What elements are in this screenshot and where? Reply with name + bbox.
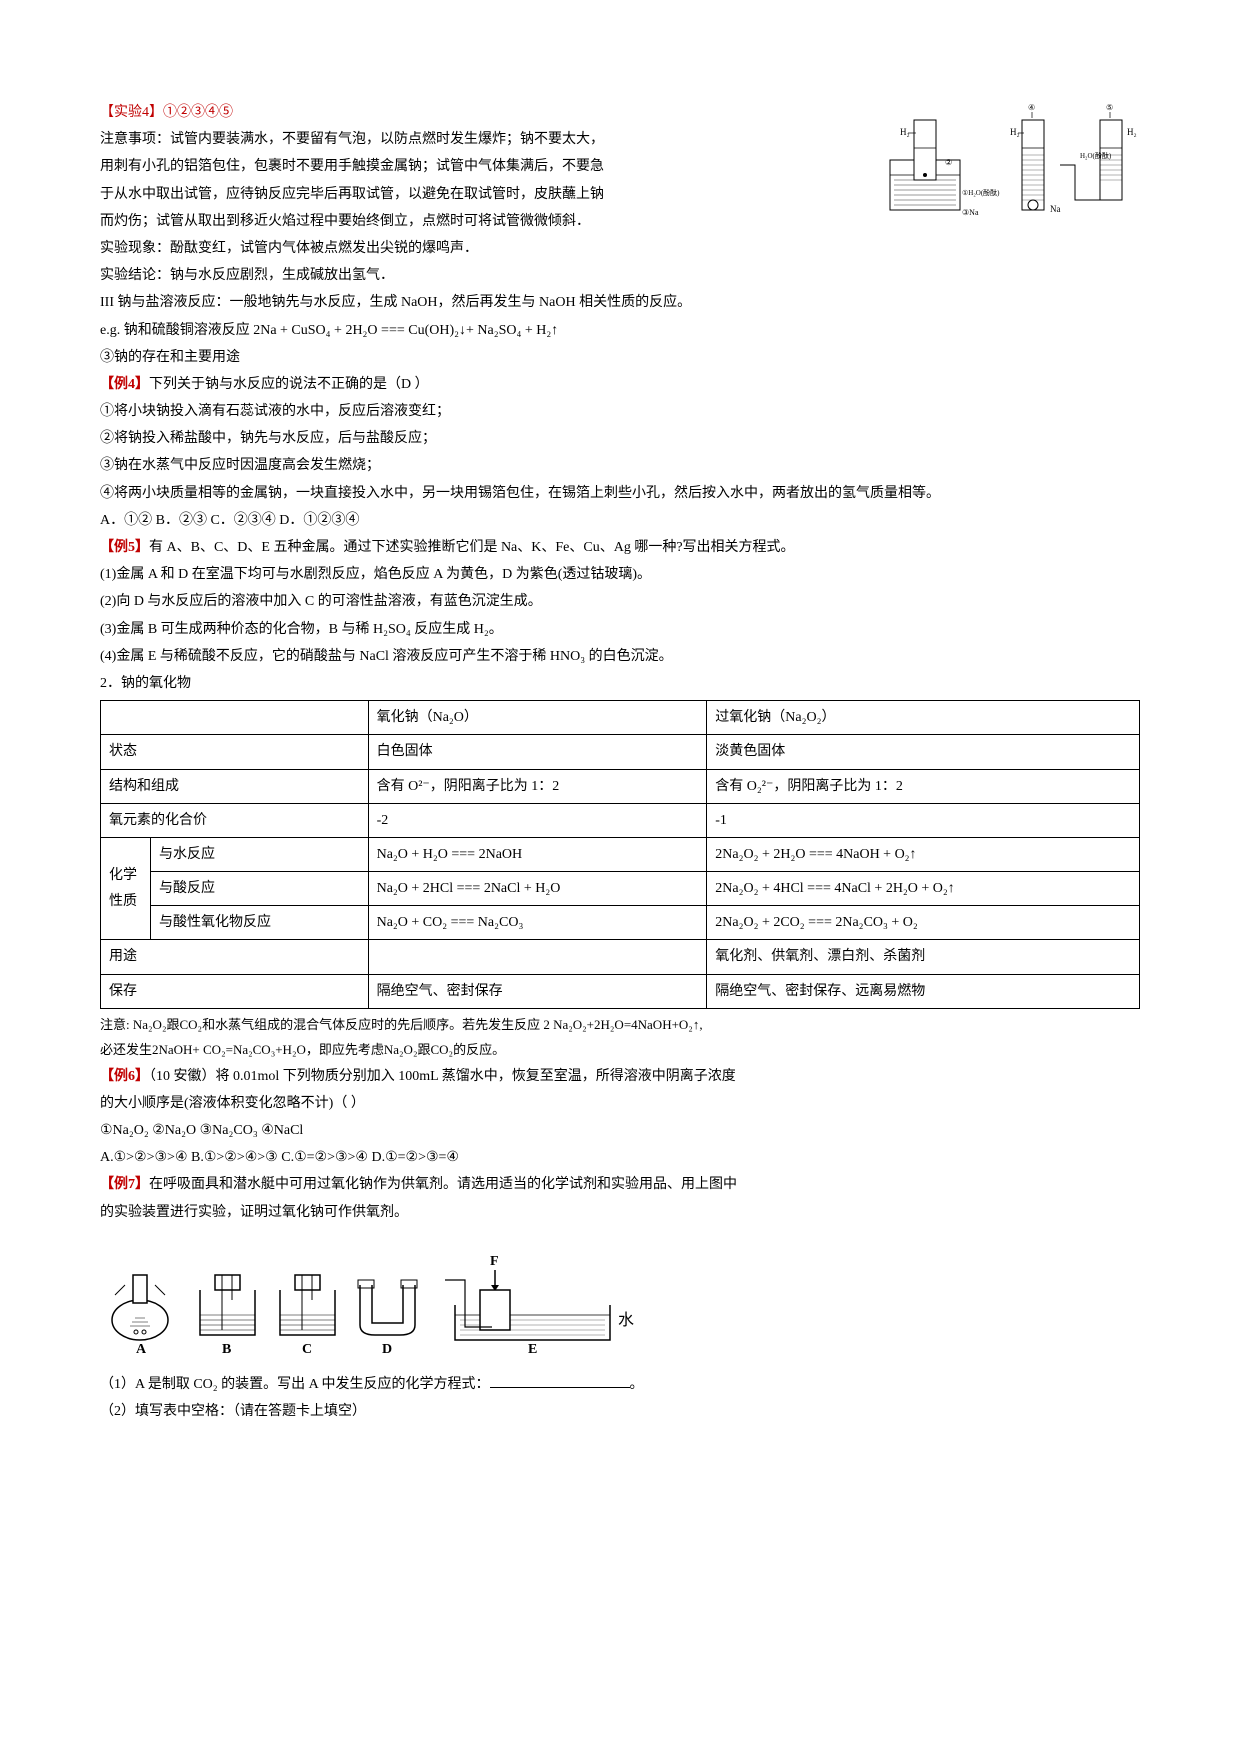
- ex6-choices: A.①>②>③>④ B.①>②>④>③ C.①=②>③>④ D.①=②>③=④: [100, 1145, 1140, 1170]
- th0: [101, 701, 369, 735]
- diag-water-label: 水: [618, 1311, 634, 1329]
- footnote-p1: 注意: Na₂O₂跟CO₂和水蒸气组成的混合气体反应时的先后顺序。若先发生反应 …: [100, 1013, 1140, 1036]
- ex6-stem1: （10 安徽）将 0.01mol 下列物质分别加入 100mL 蒸馏水中，恢复至…: [149, 1069, 736, 1084]
- ex7-q1: （1）A 是制取 CO₂ 的装置。写出 A 中发生反应的化学方程式： 。: [100, 1372, 1140, 1397]
- r4c0b: 与水反应: [151, 837, 369, 871]
- r5c2: 2Na₂O₂ + 4HCl === 4NaCl + 2H₂O + O₂↑: [707, 872, 1140, 906]
- h2-label-3: H₂: [1127, 127, 1137, 137]
- sodium-oxide-table: 氧化钠（Na₂O） 过氧化钠（Na₂O₂） 状态 白色固体 淡黄色固体 结构和组…: [100, 700, 1140, 1009]
- r2c0: 结构和组成: [101, 769, 369, 803]
- r1c0: 状态: [101, 735, 369, 769]
- sec2-title: 2．钠的氧化物: [100, 671, 1140, 696]
- r8c1: 隔绝空气、密封保存: [368, 974, 707, 1008]
- h2-label-2: H₂: [1010, 127, 1020, 137]
- r7c2: 氧化剂、供氧剂、漂白剂、杀菌剂: [707, 940, 1140, 974]
- exp4-item3: ③钠的存在和主要用途: [100, 345, 1140, 370]
- ex6-line1: 【例6】（10 安徽）将 0.01mol 下列物质分别加入 100mL 蒸馏水中…: [100, 1064, 1140, 1089]
- ex5-title: 【例5】: [100, 540, 149, 555]
- r7c1: [368, 940, 707, 974]
- exp4-conclusion: 实验结论：钠与水反应剧烈，生成碱放出氢气．: [100, 263, 1140, 288]
- ex6-opts: ①Na₂O₂ ②Na₂O ③Na₂CO₃ ④NaCl: [100, 1118, 1140, 1143]
- h2o-drops-label: H₂O(酚酞): [1080, 151, 1112, 160]
- exp4-iii: III 钠与盐溶液反应：一般地钠先与水反应，生成 NaOH，然后再发生与 NaO…: [100, 290, 1140, 315]
- ex5-l4: (4)金属 E 与稀硫酸不反应，它的硝酸盐与 NaCl 溶液反应可产生不溶于稀 …: [100, 644, 1140, 669]
- r7c0: 用途: [101, 940, 369, 974]
- circle-4-label: ④: [1028, 103, 1035, 112]
- diag-b-label: B: [222, 1342, 231, 1355]
- r8c0: 保存: [101, 974, 369, 1008]
- ex4-opt2: ②将钠投入稀盐酸中，钠先与水反应，后与盐酸反应；: [100, 426, 1140, 451]
- r4c0a: 化学性质: [101, 837, 151, 940]
- diag-c-label: C: [302, 1342, 312, 1355]
- ex4-opt4: ④将两小块质量相等的金属钠，一块直接投入水中，另一块用锡箔包住，在锡箔上刺些小孔…: [100, 481, 1140, 506]
- sodium-water-diagram: H₂ ② ①H₂O(酚酞) ③Na H₂ ④ Na ⑤ H₂ H₂O(酚酞): [880, 100, 1140, 220]
- ex7-title: 【例7】: [100, 1177, 149, 1192]
- svg-text:Na: Na: [1050, 204, 1061, 214]
- ex7-q2: （2）填写表中空格：（请在答题卡上填空）: [100, 1399, 1140, 1424]
- exp4-eg: e.g. 钠和硫酸铜溶液反应 2Na + CuSO₄ + 2H₂O === Cu…: [100, 318, 1140, 343]
- ex7-q1b: 。: [630, 1377, 644, 1392]
- na-label: ③Na: [962, 208, 979, 217]
- ex7-q1a: （1）A 是制取 CO₂ 的装置。写出 A 中发生反应的化学方程式：: [100, 1377, 490, 1392]
- diag-d-label: D: [382, 1342, 392, 1355]
- ex6-stem2: 的大小顺序是(溶液体积变化忽略不计)（ ）: [100, 1091, 1140, 1116]
- th1: 氧化钠（Na₂O）: [368, 701, 707, 735]
- r6c2: 2Na₂O₂ + 2CO₂ === 2Na₂CO₃ + O₂: [707, 906, 1140, 940]
- exp4-phenomenon: 实验现象：酚酞变红，试管内气体被点燃发出尖锐的爆鸣声．: [100, 236, 1140, 261]
- ex5-line: 【例5】有 A、B、C、D、E 五种金属。通过下述实验推断它们是 Na、K、Fe…: [100, 535, 1140, 560]
- diag-a-label: A: [136, 1342, 147, 1355]
- ex4-title: 【例4】: [100, 377, 149, 392]
- r5c0b: 与酸反应: [151, 872, 369, 906]
- circle-2-label: ②: [945, 158, 952, 167]
- r2c2: 含有 O₂²⁻，阴阳离子比为 1：2: [707, 769, 1140, 803]
- footnote-p2: 必还发生2NaOH+ CO₂=Na₂CO₃+H₂O，即应先考虑Na₂O₂跟CO₂…: [100, 1038, 1140, 1061]
- diag-f-label: F: [490, 1254, 499, 1269]
- r4c1: Na₂O + H₂O === 2NaOH: [368, 837, 707, 871]
- r6c0b: 与酸性氧化物反应: [151, 906, 369, 940]
- r2c1: 含有 O²⁻，阴阳离子比为 1：2: [368, 769, 707, 803]
- blank-line: [490, 1374, 630, 1388]
- r3c1: -2: [368, 803, 707, 837]
- r4c2: 2Na₂O₂ + 2H₂O === 4NaOH + O₂↑: [707, 837, 1140, 871]
- r1c2: 淡黄色固体: [707, 735, 1140, 769]
- ex5-stem: 有 A、B、C、D、E 五种金属。通过下述实验推断它们是 Na、K、Fe、Cu、…: [149, 540, 795, 555]
- ex7-stem2: 的实验装置进行实验，证明过氧化钠可作供氧剂。: [100, 1200, 1140, 1225]
- ex6-title: 【例6】: [100, 1069, 149, 1084]
- h2o-left-label: ①H₂O(酚酞): [962, 188, 1000, 197]
- r3c2: -1: [707, 803, 1140, 837]
- ex4-stem: 下列关于钠与水反应的说法不正确的是（D ）: [149, 377, 429, 392]
- r5c1: Na₂O + 2HCl === 2NaCl + H₂O: [368, 872, 707, 906]
- r8c2: 隔绝空气、密封保存、远离易燃物: [707, 974, 1140, 1008]
- apparatus-diagram: A B C D F E 水: [100, 1235, 640, 1355]
- ex4-choices: A．①② B．②③ C．②③④ D．①②③④: [100, 508, 1140, 533]
- diag-e-label: E: [528, 1342, 537, 1355]
- ex4-line: 【例4】下列关于钠与水反应的说法不正确的是（D ）: [100, 372, 1140, 397]
- r1c1: 白色固体: [368, 735, 707, 769]
- circle-5-label: ⑤: [1106, 103, 1113, 112]
- h2-label-1: H₂: [900, 127, 910, 137]
- ex7-line1: 【例7】在呼吸面具和潜水艇中可用过氧化钠作为供氧剂。请选用适当的化学试剂和实验用…: [100, 1172, 1140, 1197]
- ex5-l3: (3)金属 B 可生成两种价态的化合物，B 与稀 H₂SO₄ 反应生成 H₂。: [100, 617, 1140, 642]
- ex5-l1: (1)金属 A 和 D 在室温下均可与水剧烈反应，焰色反应 A 为黄色，D 为紫…: [100, 562, 1140, 587]
- r3c0: 氧元素的化合价: [101, 803, 369, 837]
- ex4-opt3: ③钠在水蒸气中反应时因温度高会发生燃烧；: [100, 453, 1140, 478]
- r6c1: Na₂O + CO₂ === Na₂CO₃: [368, 906, 707, 940]
- ex7-stem1: 在呼吸面具和潜水艇中可用过氧化钠作为供氧剂。请选用适当的化学试剂和实验用品、用上…: [149, 1177, 737, 1192]
- ex4-opt1: ①将小块钠投入滴有石蕊试液的水中，反应后溶液变红；: [100, 399, 1140, 424]
- th2: 过氧化钠（Na₂O₂）: [707, 701, 1140, 735]
- ex5-l2: (2)向 D 与水反应后的溶液中加入 C 的可溶性盐溶液，有蓝色沉淀生成。: [100, 589, 1140, 614]
